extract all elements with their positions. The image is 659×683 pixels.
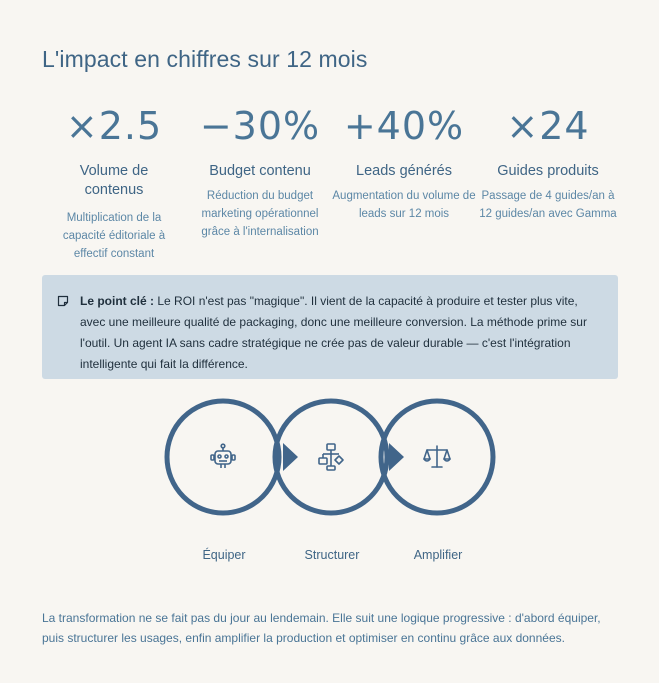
stat-label: Budget contenu bbox=[209, 163, 311, 179]
stat-leads: +40% Leads générés Augmentation du volum… bbox=[332, 104, 476, 223]
ring-equip bbox=[164, 398, 282, 516]
stat-value: −30% bbox=[199, 104, 321, 148]
step-label-equip: Équiper bbox=[202, 548, 246, 562]
ring-structure bbox=[272, 398, 390, 516]
stat-budget: −30% Budget contenu Réduction du budget … bbox=[188, 104, 332, 241]
stat-description: Passage de 4 guides/an à 12 guides/an av… bbox=[479, 190, 617, 220]
stat-value: +40% bbox=[343, 104, 465, 148]
note-icon bbox=[57, 295, 69, 307]
key-point-callout: Le point clé : Le ROI n'est pas "magique… bbox=[42, 275, 618, 379]
stat-value: ×24 bbox=[506, 104, 590, 148]
arrow-2 bbox=[389, 443, 404, 471]
stats-row: ×2.5 Volume de contenus Multiplication d… bbox=[42, 104, 620, 264]
step-label-amplify: Amplifier bbox=[413, 548, 463, 562]
footer-text: La transformation ne se fait pas du jour… bbox=[42, 611, 601, 645]
stat-label: Leads générés bbox=[356, 163, 452, 179]
stat-label: Volume de contenus bbox=[79, 163, 149, 198]
arrow-1 bbox=[283, 443, 298, 471]
callout-lead: Le point clé : bbox=[80, 294, 155, 308]
robot-icon bbox=[210, 443, 236, 468]
stat-value: ×2.5 bbox=[65, 104, 163, 148]
stat-description: Réduction du budget marketing opérationn… bbox=[201, 190, 319, 238]
ring-amplify bbox=[378, 398, 496, 516]
stat-description: Augmentation du volume de leads sur 12 m… bbox=[332, 190, 476, 220]
page-title: L'impact en chiffres sur 12 mois bbox=[42, 46, 368, 72]
scale-icon bbox=[423, 445, 451, 468]
stat-label: Guides produits bbox=[497, 163, 599, 179]
step-label-structure: Structurer bbox=[304, 548, 360, 562]
stat-description: Multiplication de la capacité éditoriale… bbox=[62, 212, 166, 260]
flowchart-icon bbox=[318, 443, 344, 471]
stat-guides: ×24 Guides produits Passage de 4 guides/… bbox=[476, 104, 620, 223]
process-cycle-diagram bbox=[160, 398, 500, 528]
cycle-rings bbox=[164, 398, 496, 516]
stat-volume: ×2.5 Volume de contenus Multiplication d… bbox=[42, 104, 186, 263]
callout-text: Le ROI n'est pas "magique". Il vient de … bbox=[80, 294, 587, 371]
